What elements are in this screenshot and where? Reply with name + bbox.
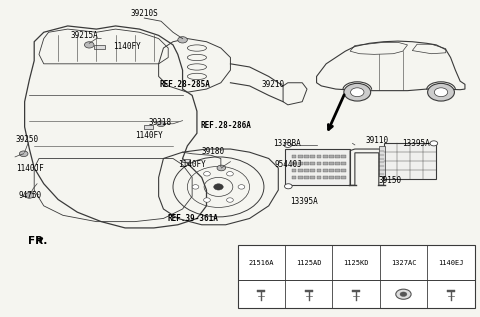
Circle shape	[400, 292, 407, 296]
Bar	[292, 177, 297, 179]
Text: 1140FY: 1140FY	[113, 42, 141, 51]
Bar	[257, 290, 265, 292]
Bar	[323, 177, 327, 179]
Circle shape	[192, 185, 199, 189]
Text: 1327AC: 1327AC	[391, 260, 416, 266]
Text: 13395A: 13395A	[290, 197, 318, 206]
Bar	[323, 155, 327, 158]
Text: 94750: 94750	[19, 191, 42, 200]
Circle shape	[178, 37, 187, 43]
Bar	[384, 143, 436, 179]
Text: 39210: 39210	[262, 80, 285, 89]
Text: 21516A: 21516A	[249, 260, 274, 266]
Text: 39180: 39180	[202, 147, 225, 156]
Bar	[292, 169, 297, 172]
Text: 1140EJ: 1140EJ	[438, 260, 464, 266]
Bar	[311, 177, 315, 179]
Circle shape	[434, 88, 448, 97]
Text: FR.: FR.	[28, 236, 48, 246]
Text: 95440J: 95440J	[275, 160, 302, 169]
Text: 1140JF: 1140JF	[16, 164, 44, 173]
Bar	[286, 149, 350, 185]
Bar	[329, 177, 334, 179]
Bar	[292, 162, 297, 165]
Circle shape	[396, 289, 411, 299]
Text: REF.28-285A: REF.28-285A	[159, 80, 210, 89]
Bar	[447, 290, 455, 292]
Text: 39318: 39318	[148, 118, 171, 127]
Bar	[311, 169, 315, 172]
Bar	[311, 155, 315, 158]
Bar	[341, 169, 346, 172]
Bar	[304, 177, 309, 179]
Text: 1125AD: 1125AD	[296, 260, 322, 266]
Bar	[298, 169, 303, 172]
Text: 39150: 39150	[379, 176, 402, 185]
Circle shape	[227, 171, 233, 176]
Circle shape	[430, 141, 438, 146]
Circle shape	[25, 193, 34, 198]
Bar	[329, 169, 334, 172]
Bar	[329, 155, 334, 158]
Bar	[323, 162, 327, 165]
Bar	[317, 162, 322, 165]
Bar	[317, 155, 322, 158]
Bar	[298, 155, 303, 158]
Bar	[298, 162, 303, 165]
Bar	[335, 162, 340, 165]
Bar	[144, 125, 153, 128]
Text: 1140FY: 1140FY	[135, 131, 162, 139]
Bar	[238, 245, 475, 308]
Circle shape	[214, 184, 223, 190]
Bar	[341, 177, 346, 179]
Bar	[304, 169, 309, 172]
Text: 13395A: 13395A	[402, 139, 430, 148]
Bar	[317, 169, 322, 172]
Circle shape	[157, 121, 165, 126]
Circle shape	[428, 83, 455, 101]
Bar	[335, 155, 340, 158]
Circle shape	[350, 88, 364, 97]
Bar	[341, 162, 346, 165]
Bar	[379, 146, 384, 176]
Bar	[305, 290, 312, 292]
Text: 39250: 39250	[15, 135, 38, 144]
Bar	[94, 45, 105, 49]
Circle shape	[344, 83, 371, 101]
Circle shape	[84, 42, 94, 48]
Bar	[304, 155, 309, 158]
Text: REF.39-361A: REF.39-361A	[167, 214, 218, 223]
Text: 1125KD: 1125KD	[343, 260, 369, 266]
Text: 39110: 39110	[365, 136, 388, 145]
Bar	[341, 155, 346, 158]
Bar	[304, 162, 309, 165]
Circle shape	[204, 171, 210, 176]
Bar	[329, 162, 334, 165]
Text: 1140FY: 1140FY	[178, 159, 205, 169]
Text: 39215A: 39215A	[71, 31, 98, 40]
Bar	[352, 290, 360, 292]
Bar	[181, 159, 190, 162]
Text: REF.28-286A: REF.28-286A	[201, 121, 252, 130]
Text: 39210S: 39210S	[131, 9, 158, 18]
Circle shape	[284, 142, 292, 147]
Bar	[335, 169, 340, 172]
Bar	[298, 177, 303, 179]
Circle shape	[19, 151, 28, 157]
Text: 1338BA: 1338BA	[274, 139, 301, 148]
Bar	[311, 162, 315, 165]
Bar	[317, 177, 322, 179]
Circle shape	[238, 185, 245, 189]
Bar	[335, 177, 340, 179]
Circle shape	[204, 198, 210, 202]
Bar	[292, 155, 297, 158]
Circle shape	[285, 184, 292, 189]
Circle shape	[227, 198, 233, 202]
Circle shape	[217, 165, 226, 171]
Bar	[323, 169, 327, 172]
